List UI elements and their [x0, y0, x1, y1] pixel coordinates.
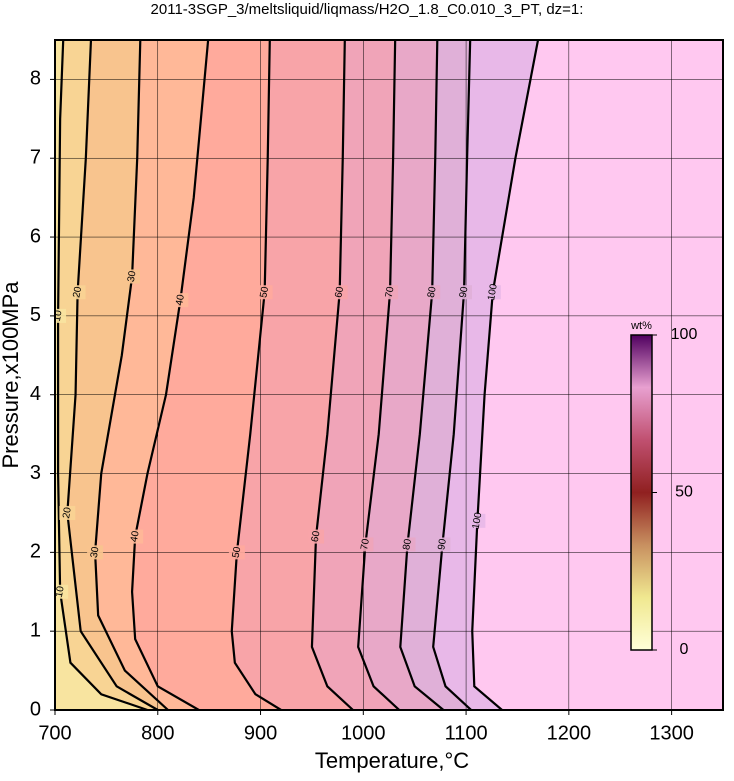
- contour-label: 70: [384, 285, 397, 298]
- contour-label: 10: [54, 585, 67, 598]
- contour-label-bg: [469, 513, 486, 528]
- y-tick-label: 2: [30, 541, 41, 563]
- plot-area: 10 10 20 20 30 30 40 40 50 50 60 60 70 70 80 80 90 90 100 1…: [52, 40, 723, 710]
- contour-label-bg: [456, 285, 473, 300]
- chart-title: 2011-3SGP_3/meltsliquid/liqmass/H2O_1.8_…: [151, 1, 584, 18]
- y-tick-label: 3: [30, 462, 41, 484]
- contour-band: [358, 40, 444, 710]
- contour-line: [471, 40, 540, 710]
- contour-label-bg: [124, 269, 141, 284]
- contour-label: 90: [458, 285, 471, 298]
- contour-label-bg: [434, 537, 451, 552]
- contour-label-bg: [69, 285, 86, 300]
- contour-band: [95, 40, 209, 710]
- contour-line: [310, 40, 354, 710]
- contour-label: 30: [126, 270, 139, 283]
- contour-label: 100: [471, 511, 485, 530]
- contour-label: 60: [310, 530, 323, 543]
- contour-label: 60: [333, 285, 346, 298]
- contour-label-bg: [172, 293, 189, 308]
- contour-label-bg: [228, 545, 245, 560]
- plot-frame: [54, 39, 724, 711]
- y-tick-label: 7: [30, 147, 41, 169]
- contour-label-bg: [87, 545, 104, 560]
- y-axis-label: Pressure,x100MPa: [0, 281, 23, 469]
- contour-label: 10: [52, 309, 65, 322]
- colorbar: [630, 334, 653, 651]
- x-tick-label: 1300: [649, 722, 694, 744]
- contour-label-bg: [331, 285, 348, 300]
- contour-line: [399, 40, 445, 710]
- y-tick-label: 1: [30, 619, 41, 641]
- contour-label-bg: [256, 285, 273, 300]
- y-tick-label: 0: [30, 698, 41, 720]
- contour-band: [231, 40, 354, 710]
- y-tick-label: 6: [30, 225, 41, 247]
- contour-label-bg: [399, 537, 416, 552]
- contour-label-bg: [59, 505, 76, 520]
- contour-label: 80: [426, 285, 439, 298]
- colorbar-label: wt%: [630, 320, 652, 332]
- contour-label-bg: [484, 285, 501, 300]
- contour-label-bg: [424, 285, 441, 300]
- contour-line: [432, 40, 472, 710]
- contour-label-bg: [127, 529, 144, 544]
- y-tick-label: 8: [30, 68, 41, 90]
- y-tick-label: 5: [30, 304, 41, 326]
- colorbar-tick-label: 0: [680, 641, 689, 658]
- contour-band: [400, 40, 472, 710]
- contour-label: 80: [401, 538, 414, 551]
- x-tick-label: 1200: [547, 722, 592, 744]
- contour-label: 50: [231, 546, 244, 559]
- colorbar-tick-label: 100: [671, 326, 698, 343]
- contour-label: 90: [436, 538, 449, 551]
- contour-label-bg: [55, 308, 67, 323]
- contour-line: [357, 40, 401, 710]
- contour-label: 30: [89, 546, 102, 559]
- contour-label-bg: [382, 285, 399, 300]
- contour-line: [56, 40, 148, 710]
- contour-band: [311, 40, 400, 710]
- contour-label: 40: [129, 530, 142, 543]
- x-tick-label: 1000: [341, 722, 386, 744]
- contour-label-bg: [308, 529, 325, 544]
- x-axis-label: Temperature,°C: [315, 748, 469, 773]
- x-tick-label: 900: [244, 722, 277, 744]
- contour-line: [93, 40, 169, 710]
- contour-label: 50: [258, 285, 271, 298]
- contour-label: 100: [486, 283, 500, 302]
- contour-band: [55, 40, 148, 710]
- contour-line: [66, 40, 159, 710]
- contour-label-bg: [55, 584, 69, 599]
- contour-line: [130, 40, 210, 710]
- contour-label: 40: [174, 293, 187, 306]
- contour-label-bg: [357, 537, 374, 552]
- contour-band: [132, 40, 282, 710]
- x-tick-label: 700: [38, 722, 71, 744]
- y-tick-label: 4: [30, 383, 41, 405]
- x-tick-label: 1100: [445, 722, 488, 744]
- x-tick-label: 800: [141, 722, 174, 744]
- colorbar-tick-label: 50: [675, 484, 693, 501]
- contour-label: 20: [71, 285, 84, 298]
- contour-label: 70: [359, 538, 372, 551]
- contour-label: 20: [61, 506, 74, 519]
